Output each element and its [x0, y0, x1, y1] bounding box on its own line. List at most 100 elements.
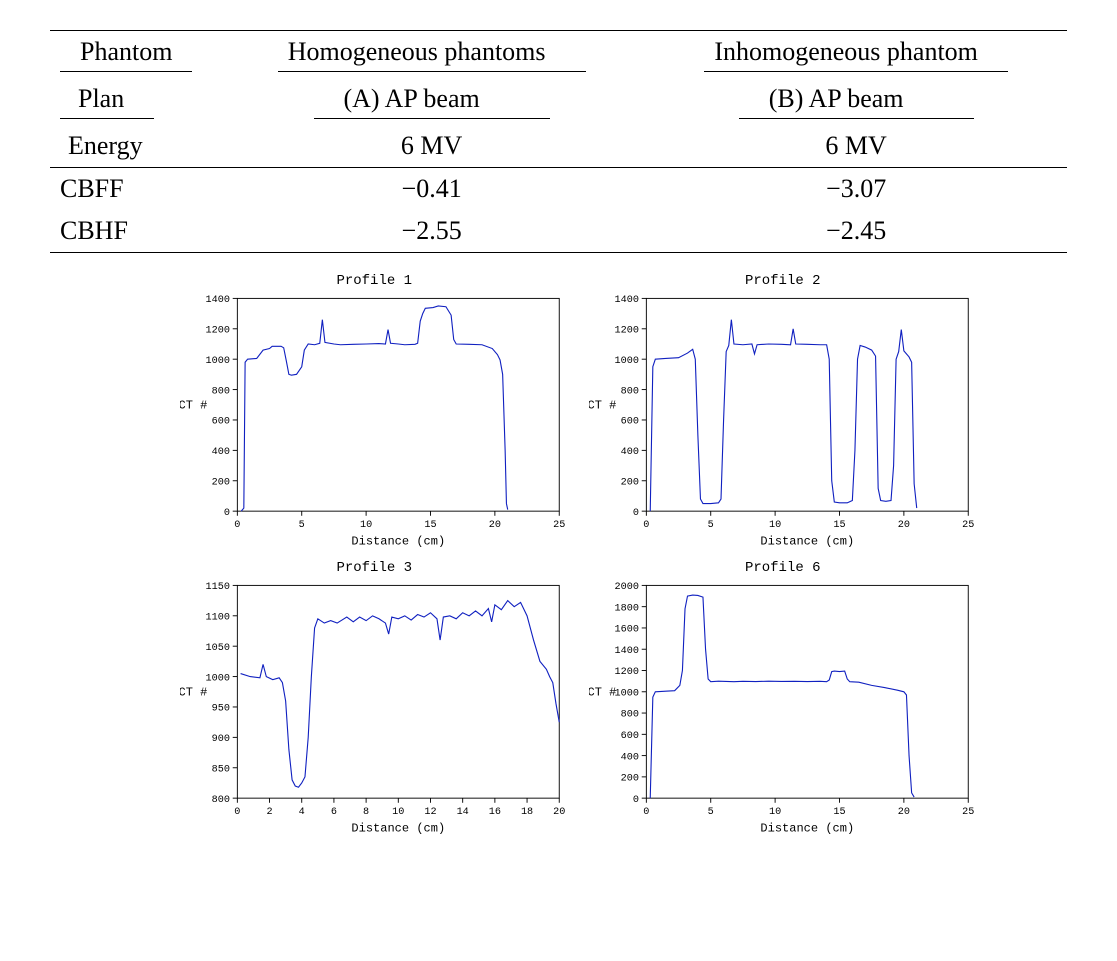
svg-text:20: 20 — [897, 520, 909, 531]
svg-text:800: 800 — [620, 710, 638, 721]
svg-text:15: 15 — [424, 520, 436, 531]
data-table: Phantom Homogeneous phantoms Inhomogeneo… — [50, 30, 1067, 253]
svg-text:0: 0 — [224, 508, 230, 519]
svg-text:1100: 1100 — [206, 612, 230, 623]
svg-text:600: 600 — [212, 417, 230, 428]
chart-title: Profile 2 — [589, 273, 978, 289]
col-header-homogeneous: Homogeneous phantoms — [278, 37, 586, 72]
energy-b: 6 MV — [645, 125, 1067, 168]
chart-title: Profile 6 — [589, 560, 978, 576]
svg-text:1200: 1200 — [614, 325, 638, 336]
svg-text:CT #: CT # — [180, 685, 207, 699]
svg-text:25: 25 — [962, 807, 974, 818]
svg-text:0: 0 — [632, 795, 638, 806]
svg-text:15: 15 — [833, 807, 845, 818]
svg-text:10: 10 — [392, 807, 404, 818]
svg-text:5: 5 — [707, 520, 713, 531]
svg-text:10: 10 — [769, 807, 781, 818]
chart-profile-6: Profile 6 020040060080010001200140016001… — [589, 560, 978, 837]
row-label-cbhf: CBHF — [50, 210, 218, 253]
svg-text:25: 25 — [553, 520, 565, 531]
svg-text:1400: 1400 — [206, 295, 230, 306]
svg-text:18: 18 — [521, 807, 533, 818]
svg-text:CT #: CT # — [589, 398, 616, 412]
svg-text:850: 850 — [212, 764, 230, 775]
plan-a: (A) AP beam — [314, 84, 550, 119]
chart-title: Profile 3 — [180, 560, 569, 576]
svg-text:950: 950 — [212, 704, 230, 715]
row-header-energy: Energy — [50, 125, 218, 168]
svg-text:400: 400 — [212, 447, 230, 458]
svg-text:1000: 1000 — [614, 356, 638, 367]
svg-text:10: 10 — [769, 520, 781, 531]
svg-text:1050: 1050 — [206, 643, 230, 654]
chart-profile-3: Profile 3 800 850 900 950 1000 1050 1100 1150 0 2… — [180, 560, 569, 837]
svg-text:CT #: CT # — [589, 685, 616, 699]
svg-text:1200: 1200 — [614, 667, 638, 678]
charts-grid: Profile 1 020040060080010001200140005101… — [50, 253, 1067, 837]
svg-text:20: 20 — [489, 520, 501, 531]
chart-profile-2: Profile 2 0 200 400 600 800 1000 1200 1400 0 5 10 1… — [589, 273, 978, 550]
svg-text:10: 10 — [360, 520, 372, 531]
svg-text:400: 400 — [620, 752, 638, 763]
chart-svg-1: 0 200 400 600 800 1000 1200 1400 0 5 10 15 20 25 Dista… — [180, 291, 569, 550]
svg-text:0: 0 — [234, 807, 240, 818]
svg-text:800: 800 — [620, 386, 638, 397]
svg-text:1200: 1200 — [206, 325, 230, 336]
svg-text:400: 400 — [620, 447, 638, 458]
svg-text:2000: 2000 — [614, 582, 638, 593]
svg-text:Distance (cm): Distance (cm) — [351, 821, 445, 835]
svg-text:1800: 1800 — [614, 603, 638, 614]
svg-text:25: 25 — [962, 520, 974, 531]
svg-text:1400: 1400 — [614, 646, 638, 657]
chart-svg-3: 800 850 900 950 1000 1050 1100 1150 0 2 4 6 8 10 12 14 1… — [180, 578, 569, 837]
svg-text:1600: 1600 — [614, 625, 638, 636]
svg-text:20: 20 — [897, 807, 909, 818]
svg-text:0: 0 — [632, 508, 638, 519]
svg-text:5: 5 — [707, 807, 713, 818]
svg-text:1000: 1000 — [614, 688, 638, 699]
svg-text:20: 20 — [553, 807, 565, 818]
chart-svg-4: 0 200 400 600 800 1000 1200 1400 1600 1800 2000 0 5 1… — [589, 578, 978, 837]
svg-text:12: 12 — [424, 807, 436, 818]
svg-text:800: 800 — [212, 386, 230, 397]
plan-b: (B) AP beam — [739, 84, 974, 119]
svg-text:6: 6 — [331, 807, 337, 818]
svg-text:600: 600 — [620, 731, 638, 742]
energy-a: 6 MV — [218, 125, 645, 168]
svg-text:800: 800 — [212, 795, 230, 806]
svg-text:1150: 1150 — [206, 582, 230, 593]
svg-text:200: 200 — [620, 774, 638, 785]
svg-text:1000: 1000 — [206, 356, 230, 367]
svg-text:600: 600 — [620, 417, 638, 428]
cbhf-a: −2.55 — [218, 210, 645, 253]
svg-text:0: 0 — [234, 520, 240, 531]
svg-text:4: 4 — [299, 807, 305, 818]
svg-text:1400: 1400 — [614, 295, 638, 306]
svg-text:Distance (cm): Distance (cm) — [760, 821, 854, 835]
svg-text:CT #: CT # — [180, 398, 207, 412]
svg-text:0: 0 — [643, 520, 649, 531]
row-header-plan: Plan — [60, 84, 154, 119]
svg-text:16: 16 — [489, 807, 501, 818]
chart-title: Profile 1 — [180, 273, 569, 289]
cbff-a: −0.41 — [218, 168, 645, 211]
row-header-phantom: Phantom — [60, 37, 192, 72]
svg-text:15: 15 — [833, 520, 845, 531]
svg-text:0: 0 — [643, 807, 649, 818]
svg-text:200: 200 — [620, 477, 638, 488]
col-header-inhomogeneous: Inhomogeneous phantom — [704, 37, 1008, 72]
svg-text:1000: 1000 — [206, 673, 230, 684]
svg-text:Distance (cm): Distance (cm) — [760, 534, 854, 548]
chart-profile-1: Profile 1 0 200 400 600 800 1000 1200 1400 0 5 10 1… — [180, 273, 569, 550]
cbhf-b: −2.45 — [645, 210, 1067, 253]
svg-text:2: 2 — [266, 807, 272, 818]
svg-text:5: 5 — [299, 520, 305, 531]
svg-text:900: 900 — [212, 734, 230, 745]
cbff-b: −3.07 — [645, 168, 1067, 211]
svg-text:200: 200 — [212, 477, 230, 488]
svg-text:8: 8 — [363, 807, 369, 818]
svg-text:14: 14 — [457, 807, 469, 818]
chart-svg-2: 0 200 400 600 800 1000 1200 1400 0 5 10 15 20 25 Dista… — [589, 291, 978, 550]
svg-text:Distance (cm): Distance (cm) — [351, 534, 445, 548]
